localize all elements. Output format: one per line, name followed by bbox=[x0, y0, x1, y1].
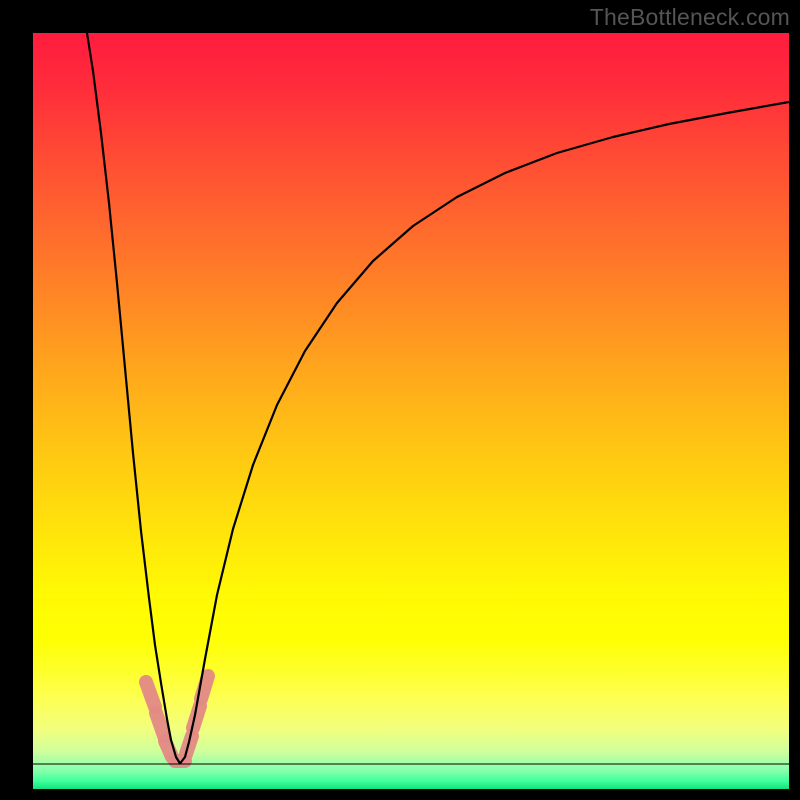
plot-area bbox=[33, 33, 789, 789]
data-marker bbox=[201, 676, 208, 699]
data-marker-cluster bbox=[146, 676, 208, 761]
bottleneck-curve bbox=[87, 33, 789, 764]
data-marker bbox=[193, 706, 200, 728]
data-marker bbox=[156, 713, 164, 736]
data-marker bbox=[146, 682, 155, 707]
gradient-background bbox=[33, 33, 789, 789]
chart-frame: TheBottleneck.com bbox=[0, 0, 800, 800]
watermark-text: TheBottleneck.com bbox=[590, 4, 790, 31]
data-marker bbox=[165, 741, 172, 757]
chart-canvas bbox=[33, 33, 789, 789]
data-marker bbox=[186, 736, 192, 754]
